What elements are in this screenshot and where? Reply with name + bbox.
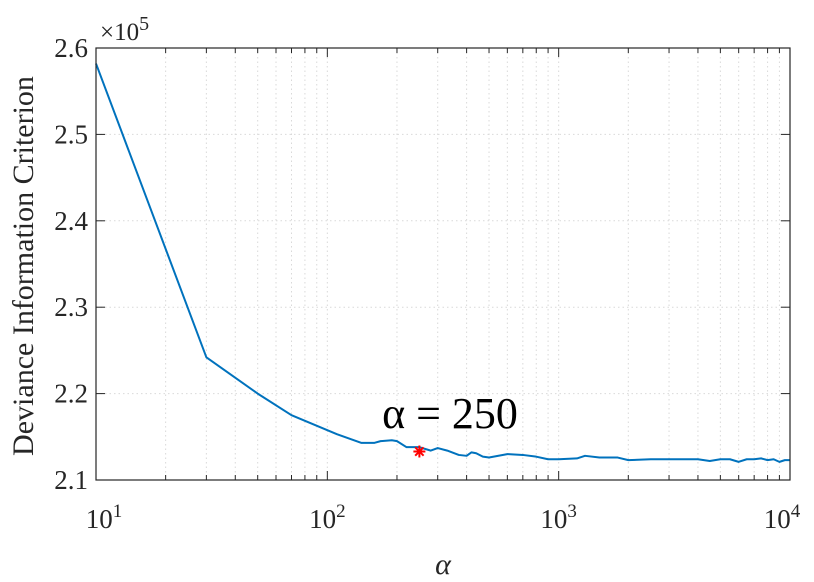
y-axis-title: Deviance Information Criterion [7,76,40,456]
x-tick-label: 102 [309,501,346,534]
optimum-star-marker [413,445,426,458]
y-multiplier: ×105 [100,13,149,46]
series-layer [95,63,790,463]
x-tick-label: 104 [764,501,801,534]
plot-box [95,47,791,481]
x-tick-label: 101 [86,501,123,534]
y-tick-label: 2.6 [54,33,88,63]
x-axis-title: α [435,548,452,581]
y-tick-label: 2.1 [54,465,88,495]
y-tick-label: 2.2 [54,379,88,409]
tick-labels: 2.1 2.2 2.3 2.4 2.5 2.6 101 102 103 104 [54,33,801,534]
star-stroke [414,446,425,457]
y-tick-label: 2.5 [54,119,88,149]
y-tick-label: 2.4 [54,206,88,236]
grid-lines [96,48,790,480]
annotation-alpha-250: α = 250 [382,389,518,438]
axes-frame [95,47,791,481]
y-tick-label: 2.3 [54,292,88,322]
dic-series-line [95,63,790,463]
tick-marks [95,47,791,481]
x-tick-label: 103 [540,501,577,534]
